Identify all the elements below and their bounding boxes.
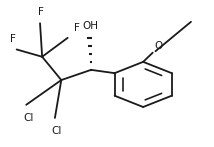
Text: F: F [74,24,80,34]
Text: OH: OH [83,21,99,31]
Text: F: F [38,7,44,17]
Text: Cl: Cl [23,113,33,123]
Text: Cl: Cl [52,126,62,136]
Text: F: F [10,34,16,44]
Text: O: O [154,41,162,51]
